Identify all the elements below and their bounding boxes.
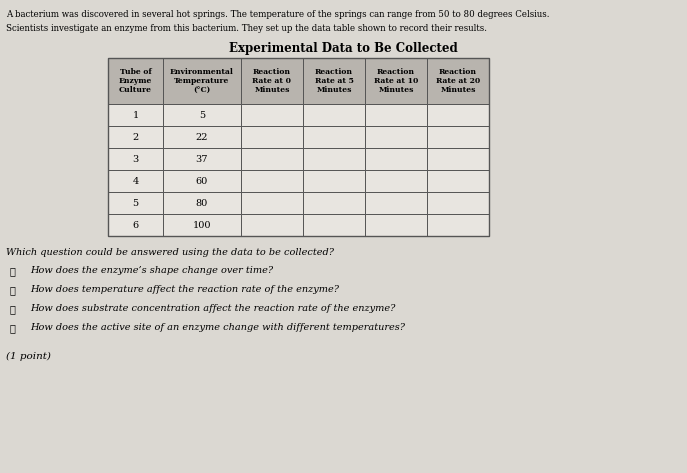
Bar — [163, 192, 241, 214]
Bar — [108, 126, 163, 148]
Bar — [303, 148, 365, 170]
Bar — [427, 192, 489, 214]
Bar — [303, 192, 365, 214]
Text: Ⓒ: Ⓒ — [10, 304, 16, 314]
Text: Reaction
Rate at 20
Minutes: Reaction Rate at 20 Minutes — [436, 68, 480, 94]
Text: How does the active site of an enzyme change with different temperatures?: How does the active site of an enzyme ch… — [30, 323, 405, 332]
Text: 37: 37 — [196, 155, 208, 164]
Bar — [108, 58, 163, 104]
Bar — [365, 58, 427, 104]
Bar — [427, 148, 489, 170]
Bar — [108, 170, 163, 192]
Text: 5: 5 — [133, 199, 139, 208]
Bar — [427, 58, 489, 104]
Text: 60: 60 — [196, 176, 208, 185]
Bar — [365, 170, 427, 192]
Text: 2: 2 — [133, 132, 139, 141]
Bar — [365, 214, 427, 236]
Bar — [108, 192, 163, 214]
Bar — [303, 126, 365, 148]
Bar — [163, 126, 241, 148]
Bar — [303, 214, 365, 236]
Bar — [241, 192, 303, 214]
Bar — [241, 58, 303, 104]
Bar — [427, 214, 489, 236]
Text: Reaction
Rate at 5
Minutes: Reaction Rate at 5 Minutes — [315, 68, 353, 94]
Text: 4: 4 — [133, 176, 139, 185]
Text: 22: 22 — [196, 132, 208, 141]
Text: Ⓓ: Ⓓ — [10, 323, 16, 333]
Bar — [241, 148, 303, 170]
Bar — [108, 58, 489, 236]
Bar — [163, 148, 241, 170]
Text: Reaction
Rate at 0
Minutes: Reaction Rate at 0 Minutes — [253, 68, 291, 94]
Bar — [163, 170, 241, 192]
Text: How does the enzyme’s shape change over time?: How does the enzyme’s shape change over … — [30, 266, 273, 275]
Bar — [427, 170, 489, 192]
Text: Scientists investigate an enzyme from this bacterium. They set up the data table: Scientists investigate an enzyme from th… — [6, 24, 487, 33]
Text: Environmental
Temperature
(°C): Environmental Temperature (°C) — [170, 68, 234, 94]
Bar — [365, 104, 427, 126]
Bar — [241, 170, 303, 192]
Bar — [303, 170, 365, 192]
Text: 1: 1 — [133, 111, 139, 120]
Text: 3: 3 — [133, 155, 139, 164]
Text: (1 point): (1 point) — [6, 352, 51, 361]
Bar — [241, 104, 303, 126]
Bar — [108, 148, 163, 170]
Text: 5: 5 — [199, 111, 205, 120]
Bar — [365, 148, 427, 170]
Text: 6: 6 — [133, 220, 139, 229]
Bar — [365, 192, 427, 214]
Bar — [241, 126, 303, 148]
Text: How does temperature affect the reaction rate of the enzyme?: How does temperature affect the reaction… — [30, 285, 339, 294]
Text: Ⓐ: Ⓐ — [10, 266, 16, 276]
Bar — [365, 126, 427, 148]
Bar — [303, 104, 365, 126]
Text: How does substrate concentration affect the reaction rate of the enzyme?: How does substrate concentration affect … — [30, 304, 396, 313]
Bar — [303, 58, 365, 104]
Bar — [163, 58, 241, 104]
Text: Ⓑ: Ⓑ — [10, 285, 16, 295]
Text: 80: 80 — [196, 199, 208, 208]
Bar — [163, 104, 241, 126]
Text: Which question could be answered using the data to be collected?: Which question could be answered using t… — [6, 248, 334, 257]
Text: 100: 100 — [193, 220, 211, 229]
Text: Experimental Data to Be Collected: Experimental Data to Be Collected — [229, 42, 458, 55]
Bar — [427, 104, 489, 126]
Bar — [108, 104, 163, 126]
Text: A bacterium was discovered in several hot springs. The temperature of the spring: A bacterium was discovered in several ho… — [6, 10, 550, 19]
Bar — [427, 126, 489, 148]
Bar — [241, 214, 303, 236]
Text: Reaction
Rate at 10
Minutes: Reaction Rate at 10 Minutes — [374, 68, 418, 94]
Bar — [108, 214, 163, 236]
Bar — [163, 214, 241, 236]
Text: Tube of
Enzyme
Culture: Tube of Enzyme Culture — [119, 68, 153, 94]
